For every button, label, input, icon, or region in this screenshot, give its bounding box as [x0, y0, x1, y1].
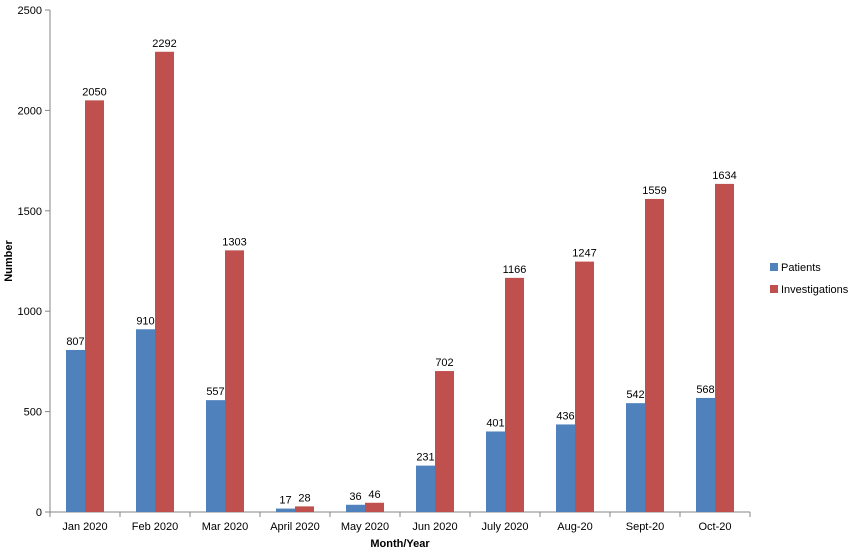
y-axis-title: Number [3, 240, 15, 282]
patients-bar [66, 349, 85, 512]
legend-swatch-investigations [770, 285, 778, 293]
x-axis: Jan 2020 Feb 2020 Mar 2020 April 2020 May 20… [49, 511, 751, 533]
x-tick-label: Jun 2020 [412, 521, 457, 533]
investigations-bar [295, 506, 314, 512]
investigations-data-label: 2292 [152, 38, 176, 50]
legend-swatch-patients [770, 263, 778, 271]
legend-label-investigations: Investigations [781, 284, 849, 296]
investigations-data-label: 702 [435, 357, 453, 369]
patients-bar [556, 424, 575, 512]
patients-bar [416, 465, 435, 512]
patients-bar [276, 508, 295, 512]
x-tick-label: Sept-20 [626, 521, 665, 533]
investigations-bar [155, 51, 174, 513]
data-labels: 807 2050 910 2292 557 1303 17 28 36 46 231 702 401 11… [66, 38, 736, 507]
investigations-data-label: 28 [298, 492, 310, 504]
x-axis-title: Month/Year [370, 538, 430, 550]
x-tick-label: Oct-20 [698, 521, 731, 533]
y-tick-label: 1500 [18, 206, 42, 218]
investigations-data-label: 1166 [503, 264, 527, 276]
investigations-bar [715, 183, 734, 512]
y-tick-label: 2000 [18, 105, 42, 117]
investigations-bar [645, 198, 664, 512]
patients-data-label: 568 [696, 384, 714, 396]
investigations-data-label: 1247 [572, 248, 596, 260]
x-tick-label: July 2020 [481, 521, 528, 533]
investigations-data-label: 2050 [82, 86, 106, 98]
y-axis: 0 500 1000 1500 2000 2500 [18, 5, 51, 519]
patients-bar [346, 504, 365, 512]
legend-label-patients: Patients [781, 262, 821, 274]
patients-data-label: 401 [486, 417, 504, 429]
investigations-bar [575, 261, 594, 512]
patients-bar [136, 329, 155, 512]
patients-data-label: 436 [556, 410, 574, 422]
y-tick-label: 2500 [18, 5, 42, 17]
x-tick-label: Feb 2020 [132, 521, 178, 533]
patients-data-label: 557 [206, 386, 224, 398]
patients-data-label: 542 [626, 389, 644, 401]
investigations-bar [505, 277, 524, 512]
x-tick-label: Mar 2020 [202, 521, 248, 533]
x-tick-label: Jan 2020 [62, 521, 107, 533]
x-tick-label: April 2020 [270, 521, 320, 533]
investigations-bar [435, 371, 454, 512]
y-tick-label: 0 [36, 507, 42, 519]
patients-data-label: 807 [66, 336, 84, 348]
y-tick-label: 500 [24, 407, 42, 419]
investigations-bar [85, 100, 104, 513]
patients-data-label: 231 [416, 452, 434, 464]
investigations-data-label: 46 [368, 489, 380, 501]
x-tick-label: May 2020 [341, 521, 389, 533]
legend: Patients Investigations [770, 262, 849, 296]
investigations-data-label: 1634 [712, 170, 736, 182]
investigations-bar [225, 250, 244, 512]
patients-bar [486, 431, 505, 512]
patients-data-label: 36 [349, 491, 361, 503]
y-tick-label: 1000 [18, 306, 42, 318]
investigations-data-label: 1303 [222, 236, 246, 248]
investigations-data-label: 1559 [642, 185, 666, 197]
patients-bar [696, 397, 715, 512]
patients-data-label: 17 [279, 495, 291, 507]
patients-data-label: 910 [136, 315, 154, 327]
bars [66, 51, 734, 513]
patients-bar [626, 403, 645, 512]
x-tick-label: Aug-20 [557, 521, 592, 533]
patients-bar [206, 400, 225, 512]
investigations-bar [365, 502, 384, 512]
